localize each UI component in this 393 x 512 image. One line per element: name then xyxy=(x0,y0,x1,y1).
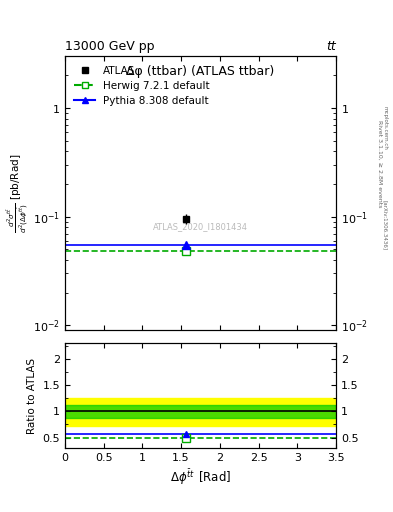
Bar xyxy=(65,398,336,426)
Bar xyxy=(65,405,336,418)
Text: Δφ (ttbar) (ATLAS ttbar): Δφ (ttbar) (ATLAS ttbar) xyxy=(126,65,275,77)
Text: [arXiv:1306.3436]: [arXiv:1306.3436] xyxy=(383,200,387,250)
Y-axis label: Ratio to ATLAS: Ratio to ATLAS xyxy=(27,357,37,434)
X-axis label: $\Delta\phi^{\bar{t}t\,}$ [Rad]: $\Delta\phi^{\bar{t}t\,}$ [Rad] xyxy=(170,468,231,488)
Text: 13000 GeV pp: 13000 GeV pp xyxy=(65,40,154,53)
Text: mcplots.cern.ch: mcplots.cern.ch xyxy=(383,106,387,150)
Text: Rivet 3.1.10, ≥ 2.8M events: Rivet 3.1.10, ≥ 2.8M events xyxy=(377,120,382,207)
Text: ATLAS_2020_I1801434: ATLAS_2020_I1801434 xyxy=(153,222,248,230)
Legend: ATLAS, Herwig 7.2.1 default, Pythia 8.308 default: ATLAS, Herwig 7.2.1 default, Pythia 8.30… xyxy=(70,61,214,110)
Y-axis label: $\frac{d^2\sigma^{t\bar{t}}}{d^2(\Delta\phi^{t\bar{t}})}$ [pb/Rad]: $\frac{d^2\sigma^{t\bar{t}}}{d^2(\Delta\… xyxy=(6,154,30,233)
Text: tt: tt xyxy=(326,40,336,53)
